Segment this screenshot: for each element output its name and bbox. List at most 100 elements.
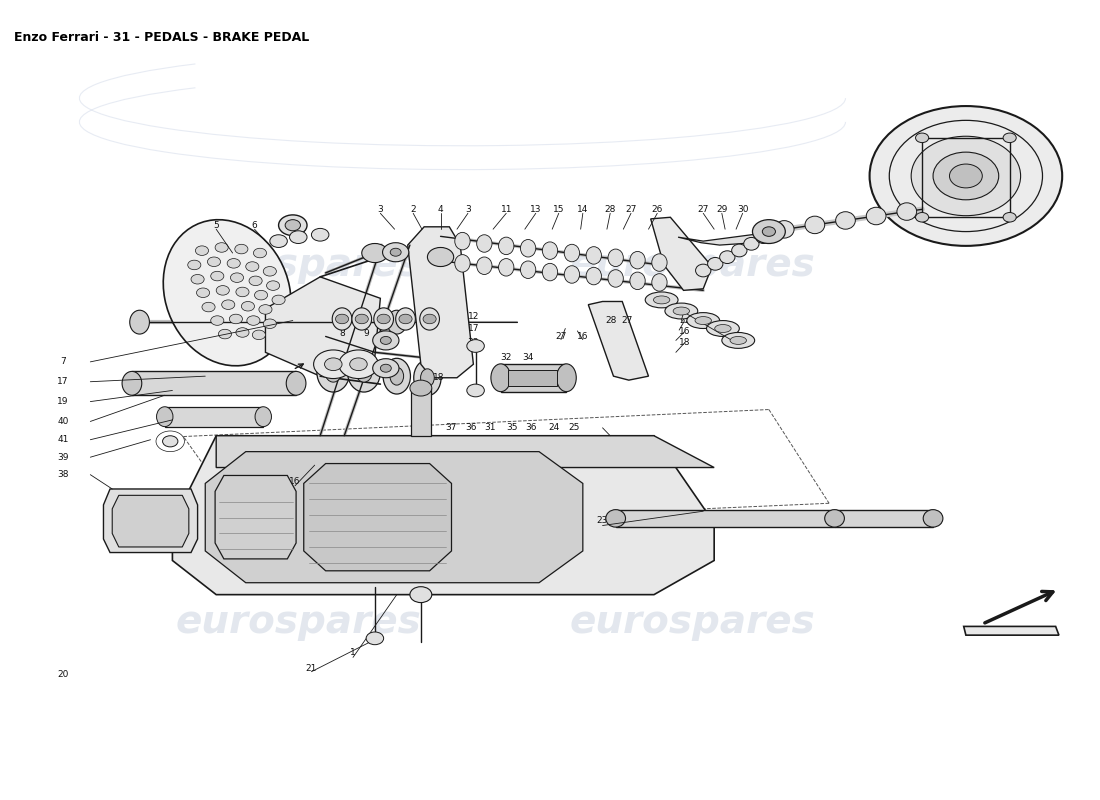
Text: 29: 29 — [716, 205, 727, 214]
Circle shape — [278, 215, 307, 235]
Polygon shape — [112, 495, 189, 547]
Ellipse shape — [652, 254, 667, 271]
Text: 16: 16 — [679, 327, 691, 336]
Bar — [500, 364, 566, 392]
Circle shape — [270, 234, 287, 247]
Bar — [411, 388, 431, 436]
Ellipse shape — [255, 406, 272, 426]
Ellipse shape — [326, 362, 341, 382]
Circle shape — [373, 358, 399, 378]
Ellipse shape — [348, 352, 381, 392]
Text: 18: 18 — [432, 374, 444, 382]
Circle shape — [377, 314, 390, 324]
Circle shape — [752, 220, 785, 243]
Bar — [508, 370, 557, 386]
Circle shape — [336, 314, 349, 324]
Text: 16: 16 — [578, 332, 588, 341]
Text: 18: 18 — [679, 338, 691, 347]
Circle shape — [235, 328, 249, 338]
Ellipse shape — [352, 308, 372, 330]
Text: 27: 27 — [697, 205, 708, 214]
Circle shape — [245, 262, 258, 271]
Circle shape — [266, 281, 279, 290]
Circle shape — [230, 273, 243, 282]
Circle shape — [241, 302, 254, 311]
Text: 25: 25 — [569, 422, 580, 431]
Text: 36: 36 — [465, 422, 477, 431]
Text: 22: 22 — [679, 316, 690, 325]
Text: 34: 34 — [522, 353, 534, 362]
Circle shape — [381, 337, 392, 344]
Text: 23: 23 — [597, 516, 608, 526]
Circle shape — [197, 288, 210, 298]
Ellipse shape — [476, 257, 492, 274]
Circle shape — [911, 136, 1021, 216]
Text: 6: 6 — [252, 221, 257, 230]
Ellipse shape — [414, 360, 441, 396]
Text: 37: 37 — [446, 422, 458, 431]
Circle shape — [191, 274, 205, 284]
Polygon shape — [265, 277, 381, 376]
Ellipse shape — [420, 369, 434, 386]
Ellipse shape — [836, 212, 856, 229]
Circle shape — [222, 300, 234, 310]
Text: 38: 38 — [57, 470, 68, 479]
Text: 11: 11 — [500, 205, 512, 214]
Circle shape — [272, 295, 285, 305]
Text: 30: 30 — [737, 205, 748, 214]
Circle shape — [219, 330, 231, 339]
Ellipse shape — [586, 267, 602, 285]
Ellipse shape — [383, 358, 410, 394]
Text: 41: 41 — [57, 435, 68, 444]
Ellipse shape — [130, 310, 150, 334]
Circle shape — [424, 314, 437, 324]
Text: 12: 12 — [468, 312, 480, 321]
Circle shape — [350, 358, 367, 370]
Text: 20: 20 — [57, 670, 68, 678]
Circle shape — [216, 242, 228, 252]
Circle shape — [410, 380, 432, 396]
Circle shape — [217, 286, 229, 295]
Text: 16: 16 — [289, 477, 300, 486]
Text: 14: 14 — [578, 205, 588, 214]
Ellipse shape — [719, 251, 735, 263]
Ellipse shape — [652, 274, 667, 291]
Circle shape — [933, 152, 999, 200]
Ellipse shape — [332, 308, 352, 330]
Ellipse shape — [520, 239, 536, 257]
Circle shape — [366, 632, 384, 645]
Text: 3: 3 — [465, 205, 471, 214]
Text: 40: 40 — [57, 417, 68, 426]
Ellipse shape — [896, 203, 916, 220]
Circle shape — [253, 248, 266, 258]
Text: 27: 27 — [625, 205, 637, 214]
Ellipse shape — [156, 406, 173, 426]
Ellipse shape — [706, 321, 739, 337]
Text: eurospares: eurospares — [570, 246, 815, 284]
Circle shape — [1003, 213, 1016, 222]
Circle shape — [188, 260, 201, 270]
Text: 5: 5 — [213, 221, 219, 230]
Ellipse shape — [730, 337, 747, 344]
Circle shape — [234, 244, 248, 254]
Polygon shape — [678, 233, 778, 245]
Polygon shape — [103, 489, 198, 553]
Ellipse shape — [606, 510, 626, 527]
Circle shape — [324, 358, 342, 370]
Circle shape — [227, 258, 240, 268]
Ellipse shape — [355, 362, 372, 382]
Circle shape — [235, 287, 249, 297]
Text: 15: 15 — [553, 205, 564, 214]
Polygon shape — [964, 626, 1059, 635]
Ellipse shape — [756, 230, 771, 243]
Ellipse shape — [774, 221, 794, 238]
Text: 19: 19 — [57, 397, 68, 406]
Ellipse shape — [389, 367, 404, 385]
Ellipse shape — [664, 303, 697, 319]
Circle shape — [381, 364, 392, 372]
Ellipse shape — [163, 220, 292, 366]
Ellipse shape — [374, 308, 394, 330]
Circle shape — [263, 266, 276, 276]
Polygon shape — [651, 218, 712, 290]
Ellipse shape — [476, 234, 492, 252]
